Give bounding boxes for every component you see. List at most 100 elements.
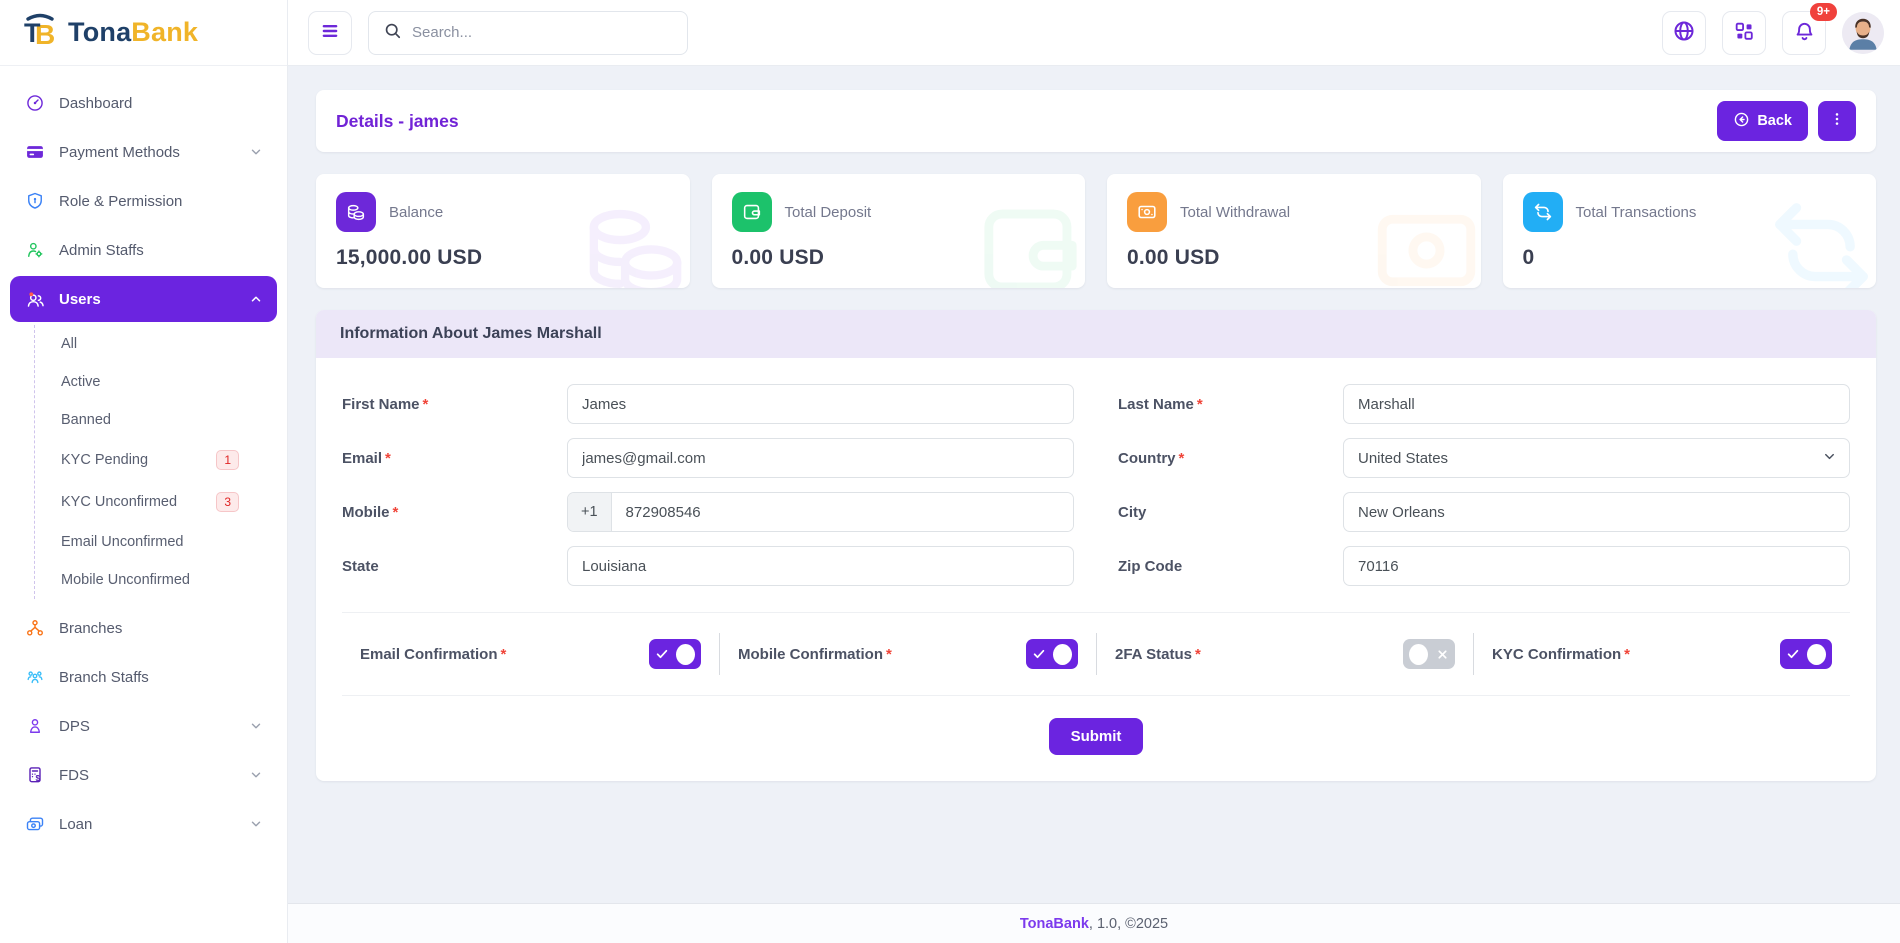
chevron-down-icon <box>249 768 263 782</box>
mobile-confirmation-toggle[interactable] <box>1026 639 1078 669</box>
toggle-knob <box>676 643 695 665</box>
last-name-input[interactable] <box>1343 384 1850 424</box>
branch-staffs-icon <box>24 666 46 688</box>
sidebar-item-label: Role & Permission <box>59 192 183 210</box>
money-icon <box>1127 192 1167 232</box>
field-state: State <box>342 546 1074 586</box>
2fa-status-toggle[interactable] <box>1403 639 1455 669</box>
stat-label: Total Withdrawal <box>1180 203 1291 221</box>
chevron-down-icon <box>249 817 263 831</box>
bell-icon <box>1793 20 1816 46</box>
field-country: Country * United States <box>1118 438 1850 478</box>
count-badge: 1 <box>216 450 239 470</box>
sidebar-item-branch-staffs[interactable]: Branch Staffs <box>10 654 277 700</box>
email-input[interactable] <box>567 438 1074 478</box>
stat-value: 0 <box>1522 246 1535 269</box>
sidebar-item-dps[interactable]: DPS <box>10 703 277 749</box>
svg-text:B: B <box>35 19 55 50</box>
sidebar-subitem-banned[interactable]: Banned <box>61 412 111 428</box>
exchange-icon <box>1522 192 1563 232</box>
stat-value: 0.00 USD <box>731 246 825 269</box>
check-icon <box>1033 649 1045 659</box>
sidebar-subitem-active[interactable]: Active <box>61 374 101 390</box>
apps-button[interactable] <box>1722 10 1766 55</box>
x-icon <box>1438 649 1447 659</box>
field-first-name: First Name * <box>342 384 1074 424</box>
credit-card-icon <box>24 141 46 163</box>
sidebar-item-role-permission[interactable]: Role & Permission <box>10 178 277 224</box>
footer-brand-link[interactable]: TonaBank <box>1019 915 1089 932</box>
submit-button[interactable]: Submit <box>1048 718 1144 755</box>
toggle-knob <box>1053 643 1072 665</box>
zip-code-input[interactable] <box>1343 546 1850 586</box>
sidebar-item-loan[interactable]: Loan <box>10 801 277 847</box>
stat-value: 15,000.00 USD <box>336 246 483 269</box>
chevron-up-icon <box>249 292 263 306</box>
notification-count-badge: 9+ <box>1809 2 1837 21</box>
field-email: Email * <box>342 438 1074 478</box>
sidebar-nav: Dashboard Payment Methods Role & Permiss… <box>0 66 287 847</box>
sidebar-item-label: Admin Staffs <box>59 241 144 259</box>
language-button[interactable] <box>1662 10 1706 55</box>
main-content: Details - james Back <box>288 66 1900 903</box>
bank-logo-icon: B T <box>20 10 60 55</box>
sidebar-toggle-button[interactable] <box>308 10 352 55</box>
users-icon <box>24 288 46 310</box>
users-submenu: All Active Banned KYC Pending 1 KYC Uncon… <box>34 325 277 599</box>
stat-label: Total Transactions <box>1575 203 1697 221</box>
mobile-input[interactable] <box>611 493 1073 531</box>
sidebar-item-label: DPS <box>59 717 90 735</box>
stat-value: 0.00 USD <box>1127 246 1220 269</box>
stat-card-balance: Balance 15,000.00 USD <box>316 174 690 288</box>
more-options-button[interactable] <box>1818 101 1856 141</box>
sidebar-item-users[interactable]: Users <box>10 276 277 322</box>
first-name-input[interactable] <box>567 384 1074 424</box>
sidebar-subitem-kyc-pending[interactable]: KYC Pending 1 <box>51 439 277 481</box>
sidebar-item-branches[interactable]: Branches <box>10 605 277 651</box>
user-avatar[interactable] <box>1842 11 1884 54</box>
toggle-cell-2fa-status: 2FA Status * <box>1096 633 1473 675</box>
sidebar-subitem-kyc-unconfirmed[interactable]: KYC Unconfirmed 3 <box>51 481 277 523</box>
stat-label: Balance <box>389 203 444 221</box>
dashboard-icon <box>24 92 46 114</box>
brand-logo[interactable]: B T TonaBank <box>0 0 287 66</box>
state-input[interactable] <box>567 546 1074 586</box>
sidebar-item-dashboard[interactable]: Dashboard <box>10 80 277 126</box>
stat-card-total-deposit: Total Deposit 0.00 USD <box>711 174 1085 288</box>
content-column: 9+ Details - james Back <box>288 0 1900 943</box>
field-mobile: Mobile * +1 <box>342 492 1074 532</box>
kebab-menu-icon <box>1829 110 1845 132</box>
sidebar-subitem-mobile-unconfirmed[interactable]: Mobile Unconfirmed <box>61 572 190 588</box>
toggle-knob <box>1409 643 1428 665</box>
kyc-confirmation-toggle[interactable] <box>1780 639 1832 669</box>
coins-icon <box>336 192 376 232</box>
sidebar-item-label: Dashboard <box>59 94 133 112</box>
sidebar-item-payment-methods[interactable]: Payment Methods <box>10 129 277 175</box>
city-input[interactable] <box>1343 492 1850 532</box>
user-info-card: Information About James Marshall First N… <box>316 310 1876 781</box>
search-box <box>368 10 688 55</box>
check-icon <box>1787 649 1799 659</box>
search-input[interactable] <box>412 24 673 41</box>
chevron-down-icon <box>1822 449 1837 468</box>
country-select[interactable]: United States <box>1343 438 1850 478</box>
notifications-button[interactable]: 9+ <box>1782 2 1837 55</box>
footer-version-text: , 1.0, ©2025 <box>1088 915 1169 932</box>
page-title: Details - james <box>336 110 459 131</box>
email-confirmation-toggle[interactable] <box>649 639 701 669</box>
sidebar-item-fds[interactable]: $ FDS <box>10 752 277 798</box>
toggle-knob <box>1807 643 1826 665</box>
toggle-cell-email-confirmation: Email Confirmation * <box>342 633 719 675</box>
sidebar: B T TonaBank Dashboard Payment Methods <box>0 0 288 943</box>
sidebar-subitem-all[interactable]: All <box>61 336 78 352</box>
loan-icon <box>24 813 46 835</box>
sidebar-item-label: FDS <box>59 766 89 784</box>
sidebar-item-label: Users <box>59 290 101 308</box>
sidebar-item-label: Payment Methods <box>59 143 180 161</box>
back-button[interactable]: Back <box>1717 101 1808 141</box>
sidebar-item-admin-staffs[interactable]: Admin Staffs <box>10 227 277 273</box>
dps-icon <box>24 715 46 737</box>
sidebar-item-label: Branches <box>59 619 123 637</box>
sidebar-subitem-email-unconfirmed[interactable]: Email Unconfirmed <box>61 534 184 550</box>
